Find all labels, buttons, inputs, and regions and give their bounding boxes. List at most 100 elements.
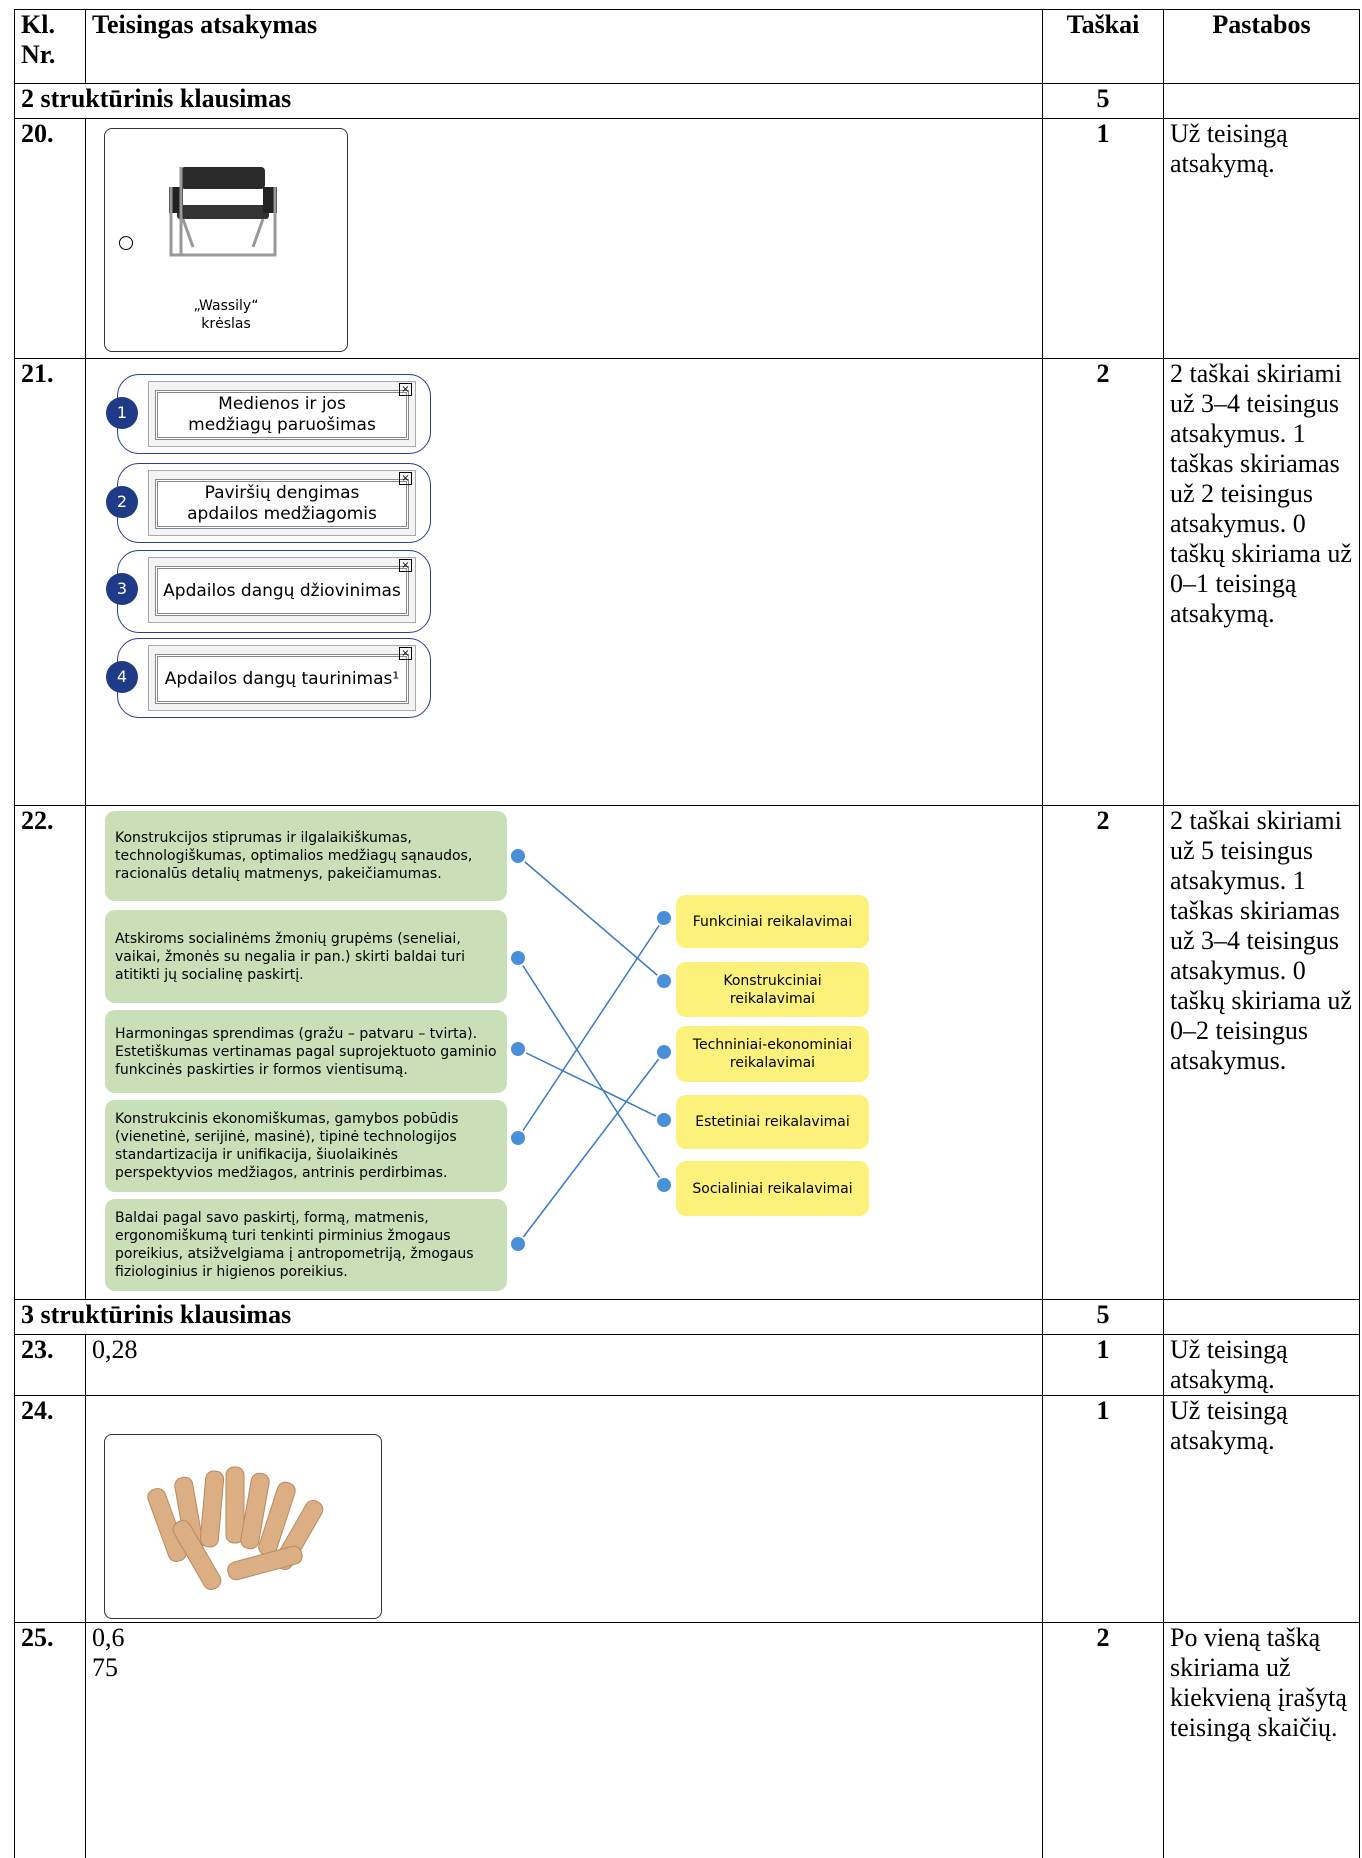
notes: Už teisingą atsakymą. xyxy=(1163,118,1360,359)
answer-image-box xyxy=(104,1434,382,1619)
points: 2 xyxy=(1042,358,1164,806)
item-number: 25. xyxy=(14,1622,86,1858)
answer-text: 0,6 xyxy=(92,1623,125,1653)
item-number: 21. xyxy=(14,358,86,806)
chair-image xyxy=(169,167,277,257)
left-option: Konstrukcijos stiprumas ir ilgalaikiškum… xyxy=(105,811,507,901)
table-body: Kl. Nr. Teisingas atsakymas Taškai Pastabos… xyxy=(14,9,1360,1858)
section-title: 2 struktūrinis klausimas xyxy=(14,83,1043,119)
item-number: 24. xyxy=(14,1395,86,1623)
dowel xyxy=(227,1545,303,1581)
answer-text: 75 xyxy=(92,1653,118,1682)
points: 1 xyxy=(1042,1334,1164,1396)
connector-dot xyxy=(655,1176,673,1194)
left-option: Atskiroms socialinėms žmonių grupėms (se… xyxy=(105,910,507,1003)
connector-dot xyxy=(655,972,673,990)
right-option-line: reikalavimai xyxy=(729,990,816,1007)
notes xyxy=(1163,1299,1360,1335)
step-frame: Medienos ir jos medžiagų paruošimas × xyxy=(148,381,416,447)
section-title: 3 struktūrinis klausimas xyxy=(14,1299,1043,1335)
close-icon: × xyxy=(399,559,412,572)
answer: Konstrukcijos stiprumas ir ilgalaikiškum… xyxy=(85,805,1043,1300)
step-label-line: apdailos medžiagomis xyxy=(187,504,377,524)
notes: Už teisingą atsakymą. xyxy=(1163,1334,1360,1396)
right-option: Socialiniai reikalavimai xyxy=(676,1161,869,1216)
notes xyxy=(1163,83,1360,119)
close-icon: × xyxy=(399,383,412,396)
caption: „Wassily“ krėslas xyxy=(105,297,347,333)
step-label-line: Apdailos dangų taurinimas¹ xyxy=(164,668,400,689)
right-option-line: Estetiniai reikalavimai xyxy=(695,1114,850,1130)
step: 1 Medienos ir jos medžiagų paruošimas × xyxy=(106,374,431,454)
radio-button xyxy=(119,236,133,250)
match-line xyxy=(517,917,665,1139)
points: 2 xyxy=(1042,805,1164,1300)
dowel xyxy=(172,1520,222,1590)
points: 5 xyxy=(1042,83,1164,119)
step-label: Medienos ir jos medžiagų paruošimas xyxy=(155,390,409,440)
caption-line: krėslas xyxy=(201,316,251,332)
step-label-line: Medienos ir jos xyxy=(218,394,346,414)
caption-line: „Wassily“ xyxy=(193,298,259,314)
left-option: Baldai pagal savo paskirtį, formą, matme… xyxy=(105,1199,507,1291)
section-row: 3 struktūrinis klausimas 5 xyxy=(14,1299,1360,1335)
notes: Po vieną tašką skiriama už kiekvieną įra… xyxy=(1163,1622,1360,1858)
dowel xyxy=(147,1487,187,1563)
match-line xyxy=(517,855,665,982)
answer: 0,6 75 xyxy=(85,1622,1043,1858)
header-cell: Pastabos xyxy=(1163,9,1360,84)
answer: 0,28 xyxy=(85,1334,1043,1396)
step: 2 Paviršių dengimas apdailos medžiagomis × xyxy=(106,463,431,543)
dowels-image xyxy=(147,1466,324,1590)
header-cell: Taškai xyxy=(1042,9,1164,84)
right-option-line: Konstrukciniai xyxy=(723,972,822,989)
connector-dot xyxy=(509,847,527,865)
answer-image-box: „Wassily“ krėslas xyxy=(104,128,348,352)
step-number: 1 xyxy=(106,397,138,429)
item-row: 22. Konstrukcijos stiprumas ir ilgalaikiš… xyxy=(14,805,1360,1300)
right-option: Techniniai-ekonominiai reikalavimai xyxy=(676,1026,869,1082)
close-icon: × xyxy=(399,472,412,485)
right-option: Estetiniai reikalavimai xyxy=(676,1095,869,1149)
step-label: Paviršių dengimas apdailos medžiagomis xyxy=(155,479,409,529)
step-frame: Apdailos dangų taurinimas¹ × xyxy=(148,645,416,711)
answer-text: 0,28 xyxy=(92,1335,138,1365)
connector-dot xyxy=(509,1040,527,1058)
item-number: 22. xyxy=(14,805,86,1300)
step-number: 4 xyxy=(106,661,138,693)
right-option-line: Socialiniai reikalavimai xyxy=(692,1180,853,1197)
right-option: Konstrukciniai reikalavimai xyxy=(676,962,869,1017)
match-line xyxy=(517,1048,665,1121)
item-number: 23. xyxy=(14,1334,86,1396)
close-icon: × xyxy=(399,647,412,660)
connector-dot xyxy=(655,909,673,927)
item-row: 21. 1 Medienos ir jos medžiagų paruošimas × 2… xyxy=(14,358,1360,806)
right-option-line: Funkciniai reikalavimai xyxy=(692,913,853,930)
step-label-line: medžiagų paruošimas xyxy=(188,415,376,435)
dowel xyxy=(240,1472,270,1550)
right-option: Funkciniai reikalavimai xyxy=(676,895,869,948)
notes: 2 taškai skiriami už 5 teisingus atsakym… xyxy=(1163,805,1360,1300)
header-cell: Teisingas atsakymas xyxy=(85,9,1043,84)
item-number: 20. xyxy=(14,118,86,359)
chair-back xyxy=(181,167,265,189)
answer xyxy=(85,1395,1043,1623)
step-label-line: Paviršių dengimas xyxy=(204,483,360,503)
step-frame: Paviršių dengimas apdailos medžiagomis × xyxy=(148,470,416,536)
answer: „Wassily“ krėslas xyxy=(85,118,1043,359)
chair-seat xyxy=(177,205,269,219)
connector-dot xyxy=(509,1129,527,1147)
step-frame: Apdailos dangų džiovinimas × xyxy=(148,557,416,623)
step: 3 Apdailos dangų džiovinimas × xyxy=(106,550,431,633)
header-cell: Kl. Nr. xyxy=(14,9,86,84)
points: 5 xyxy=(1042,1299,1164,1335)
right-option-line: Techniniai-ekonominiai xyxy=(692,1037,853,1053)
step-number: 3 xyxy=(106,573,138,605)
header-row: Kl. Nr. Teisingas atsakymas Taškai Pastabos xyxy=(14,9,1360,84)
connector-dot xyxy=(655,1111,673,1129)
connector-dot xyxy=(509,1235,527,1253)
connector-dot xyxy=(509,949,527,967)
points: 1 xyxy=(1042,118,1164,359)
item-row: 20. „Wassily“ krėslas 1 Už teisingą atsakymą… xyxy=(14,118,1360,359)
